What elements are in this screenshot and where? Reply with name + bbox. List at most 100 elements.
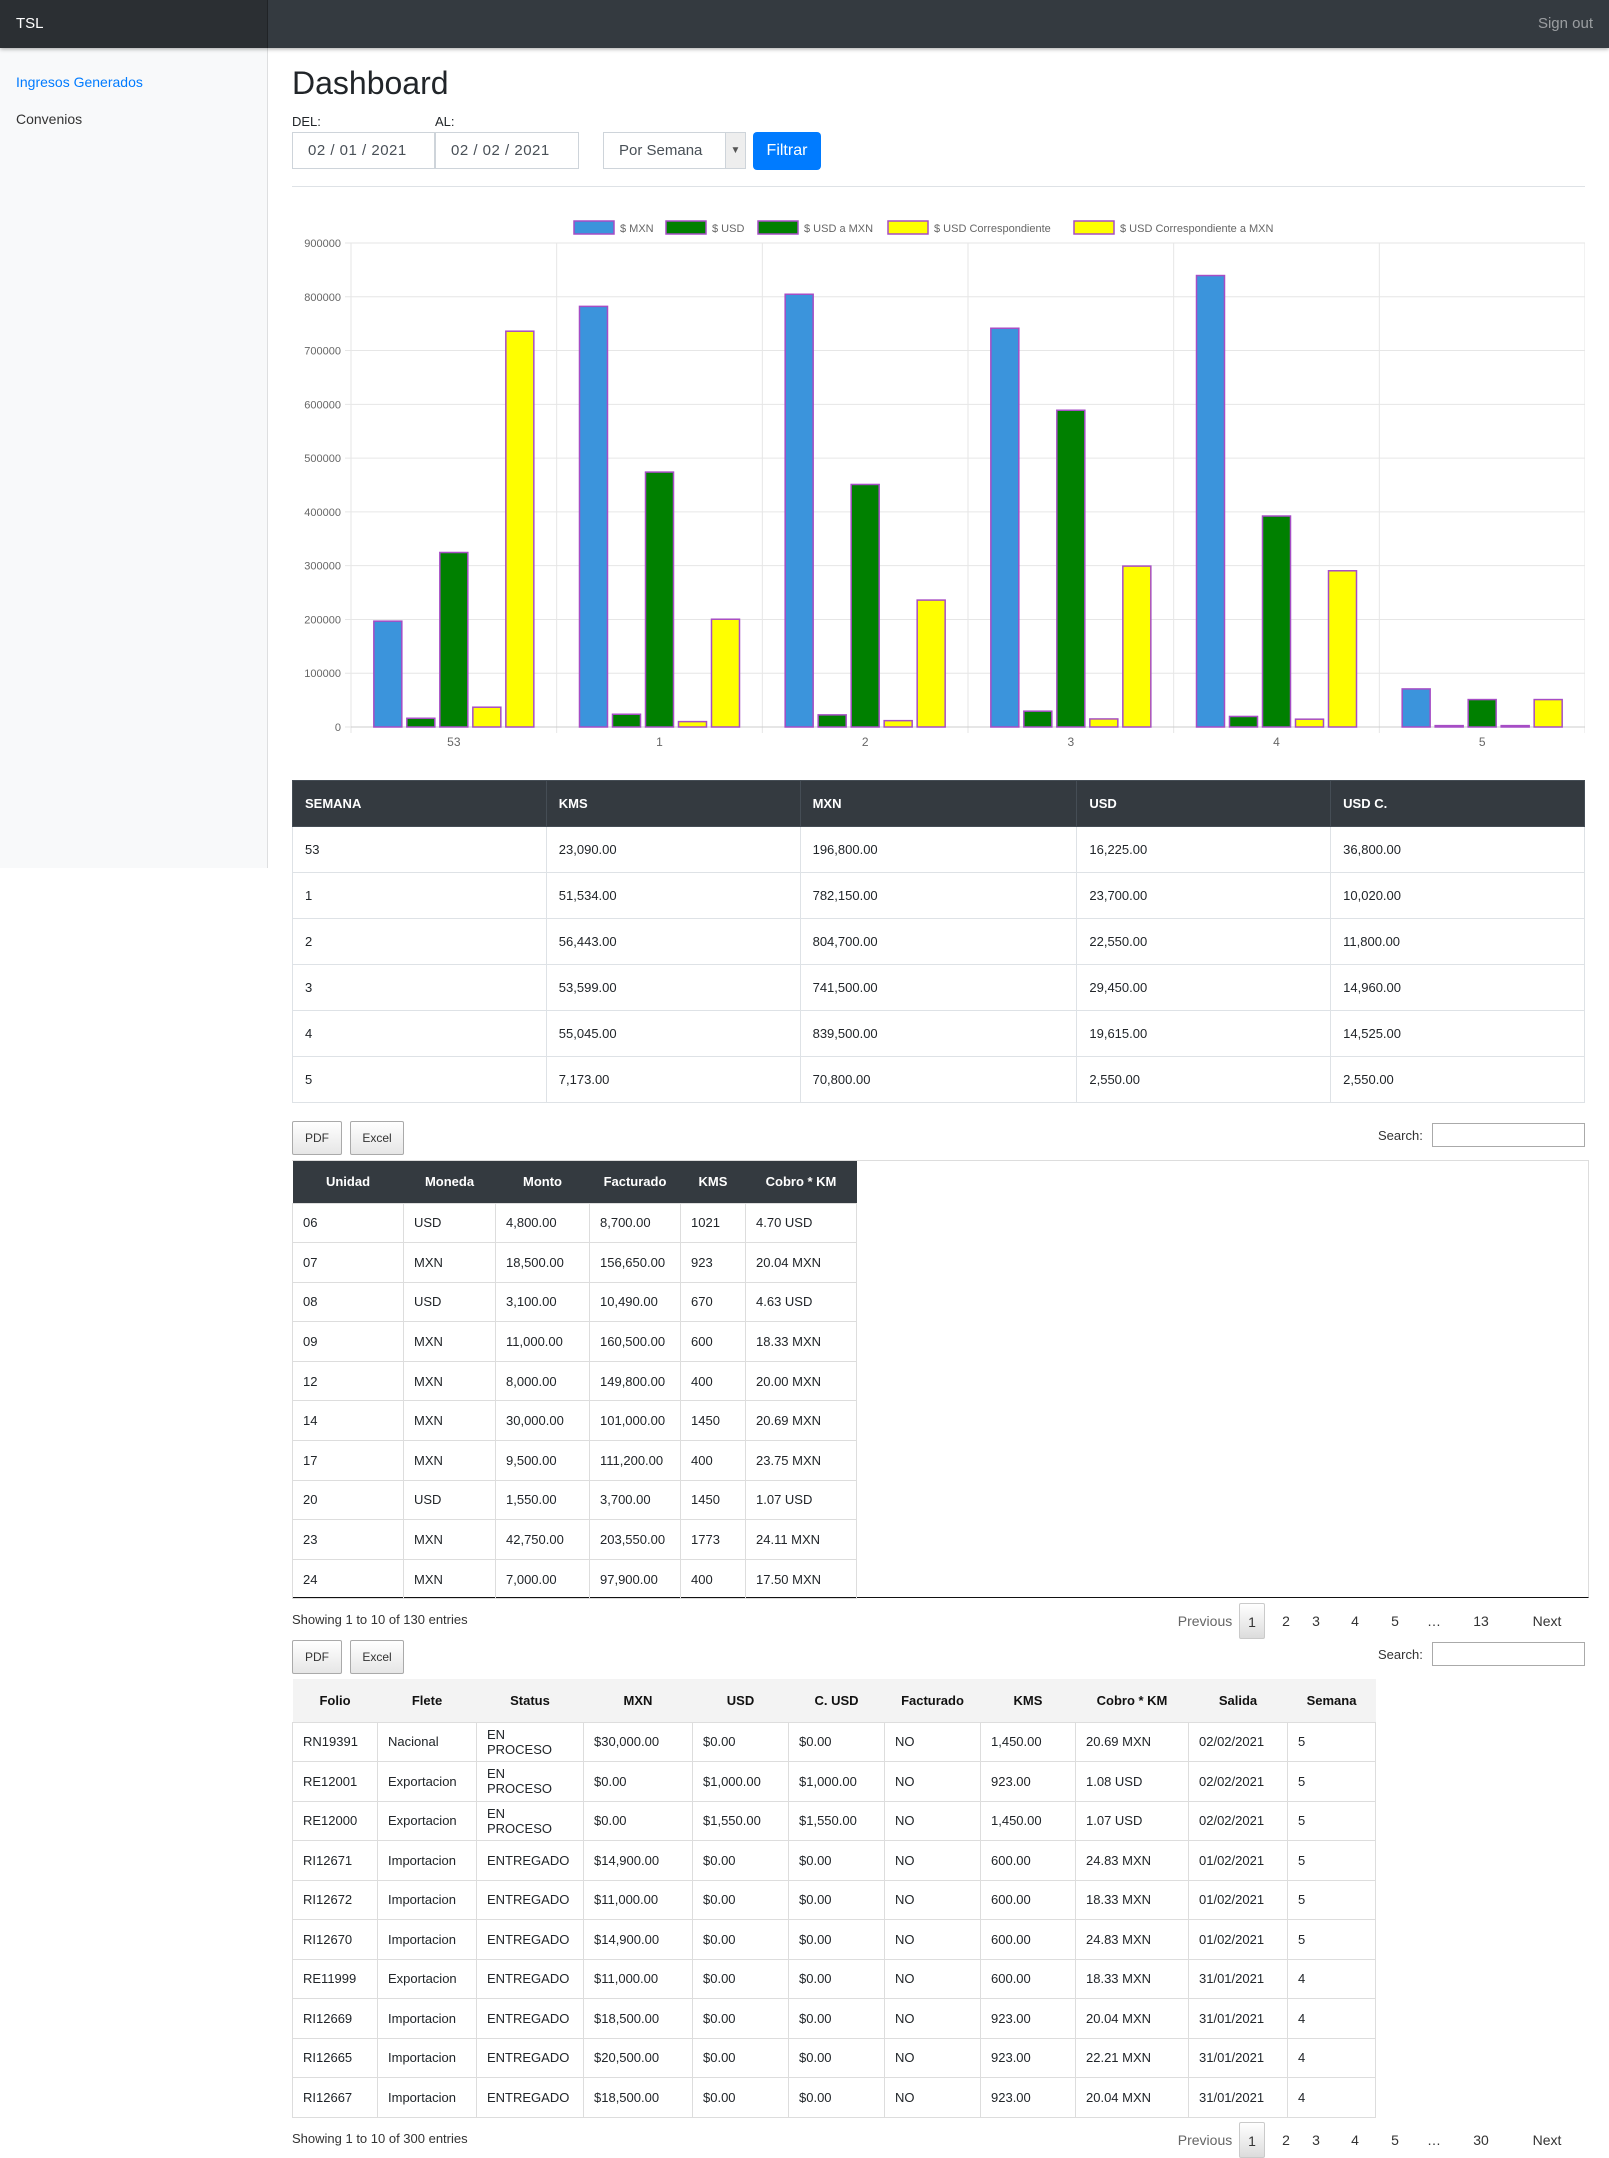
bar[interactable] <box>472 706 502 728</box>
pagination-previous[interactable]: Previous <box>1177 2132 1233 2148</box>
bar[interactable] <box>1122 565 1152 728</box>
pagination-page[interactable]: 4 <box>1351 1613 1359 1629</box>
table-cell: Importacion <box>377 1919 477 1960</box>
pagination-page[interactable]: 5 <box>1391 1613 1399 1629</box>
pagination-page[interactable]: 5 <box>1391 2132 1399 2148</box>
header-flete[interactable]: Flete <box>377 1679 477 1722</box>
header-moneda[interactable]: Moneda <box>403 1161 496 1203</box>
table-cell: 2,550.00 <box>1076 1056 1332 1103</box>
bar[interactable] <box>1056 409 1086 728</box>
table-cell: 10,020.00 <box>1330 872 1585 919</box>
bar[interactable] <box>439 551 469 728</box>
header-mxn[interactable]: MXN <box>583 1679 693 1722</box>
pagination-page[interactable]: 3 <box>1312 1613 1320 1629</box>
header-mxn[interactable]: MXN <box>799 780 1078 827</box>
pagination-page[interactable]: 13 <box>1473 1613 1489 1629</box>
folios-pagination: Previous 1 2 3 4 5 … 30 Next <box>1160 2122 1590 2158</box>
pdf-export-button[interactable]: PDF <box>292 1640 342 1674</box>
bar[interactable] <box>1327 570 1358 728</box>
bar[interactable] <box>505 330 535 728</box>
pagination-page[interactable]: … <box>1427 2132 1441 2148</box>
pagination-page[interactable]: 2 <box>1282 2132 1290 2148</box>
legend-label[interactable]: $ USD <box>712 223 744 235</box>
pagination-page[interactable]: 30 <box>1473 2132 1489 2148</box>
legend-swatch[interactable] <box>1073 220 1115 235</box>
pagination-next[interactable]: Next <box>1532 2132 1562 2148</box>
bar[interactable] <box>1089 718 1119 728</box>
bar[interactable] <box>406 717 436 728</box>
search-input[interactable] <box>1432 1642 1585 1666</box>
bar[interactable] <box>850 483 880 728</box>
legend-swatch[interactable] <box>887 220 929 235</box>
bar[interactable] <box>677 720 708 728</box>
table-cell: 53 <box>292 826 547 873</box>
header-usd-c[interactable]: USD C. <box>1330 780 1585 827</box>
pdf-export-button[interactable]: PDF <box>292 1121 342 1155</box>
bar[interactable] <box>1434 724 1464 728</box>
pagination-page[interactable]: 1 <box>1239 2122 1265 2158</box>
bar[interactable] <box>1228 715 1259 728</box>
header-folio[interactable]: Folio <box>292 1679 378 1722</box>
header-usd[interactable]: USD <box>1076 780 1332 827</box>
bar[interactable] <box>784 293 814 728</box>
bar[interactable] <box>1294 718 1325 728</box>
excel-export-button[interactable]: Excel <box>350 1640 404 1674</box>
legend-label[interactable]: $ USD Correspondiente <box>934 223 1051 235</box>
bar[interactable] <box>1533 698 1563 728</box>
pagination-previous[interactable]: Previous <box>1177 1613 1233 1629</box>
header-cobro-km[interactable]: Cobro * KM <box>1075 1679 1189 1722</box>
filter-button[interactable]: Filtrar <box>753 132 821 170</box>
header-salida[interactable]: Salida <box>1188 1679 1288 1722</box>
sign-out-link[interactable]: Sign out <box>1537 15 1593 32</box>
bar[interactable] <box>1195 274 1226 728</box>
sidebar-item-convenios[interactable]: Convenios <box>16 111 83 127</box>
bar[interactable] <box>1467 698 1497 728</box>
pagination-page[interactable]: 1 <box>1239 1603 1265 1639</box>
header-kms[interactable]: KMS <box>680 1161 746 1203</box>
excel-export-button[interactable]: Excel <box>350 1121 404 1155</box>
bar[interactable] <box>990 327 1020 728</box>
header-c-usd[interactable]: C. USD <box>788 1679 885 1722</box>
header-facturado[interactable]: Facturado <box>589 1161 681 1203</box>
bar[interactable] <box>644 471 675 728</box>
legend-swatch[interactable] <box>665 220 707 235</box>
period-select[interactable]: Por Semana ▼ <box>603 132 746 169</box>
date-to-input[interactable]: 02 / 02 / 2021 <box>435 132 579 169</box>
legend-label[interactable]: $ MXN <box>620 223 654 235</box>
bar[interactable] <box>373 620 403 728</box>
header-status[interactable]: Status <box>476 1679 584 1722</box>
header-kms[interactable]: KMS <box>980 1679 1076 1722</box>
pagination-page[interactable]: 3 <box>1312 2132 1320 2148</box>
header-kms[interactable]: KMS <box>545 780 801 827</box>
bar[interactable] <box>883 719 913 728</box>
legend-swatch[interactable] <box>573 220 615 235</box>
legend-label[interactable]: $ USD Correspondiente a MXN <box>1120 223 1274 235</box>
bar[interactable] <box>578 305 609 728</box>
bar[interactable] <box>710 618 741 728</box>
table-cell: 923 <box>680 1242 746 1283</box>
bar[interactable] <box>1401 688 1431 728</box>
bar[interactable] <box>1261 515 1292 728</box>
pagination-page[interactable]: 2 <box>1282 1613 1290 1629</box>
header-semana[interactable]: SEMANA <box>292 780 547 827</box>
header-cobro-km[interactable]: Cobro * KM <box>745 1161 857 1203</box>
bar[interactable] <box>1023 710 1053 728</box>
header-monto[interactable]: Monto <box>495 1161 590 1203</box>
header-facturado[interactable]: Facturado <box>884 1679 981 1722</box>
bar[interactable] <box>916 599 946 728</box>
legend-swatch[interactable] <box>757 220 799 235</box>
search-input[interactable] <box>1432 1123 1585 1147</box>
date-from-input[interactable]: 02 / 01 / 2021 <box>292 132 435 169</box>
header-semana[interactable]: Semana <box>1287 1679 1376 1722</box>
header-usd[interactable]: USD <box>692 1679 789 1722</box>
brand-logo[interactable]: TSL <box>0 0 268 48</box>
bar[interactable] <box>611 713 642 728</box>
bar[interactable] <box>817 714 847 728</box>
pagination-page[interactable]: 4 <box>1351 2132 1359 2148</box>
legend-label[interactable]: $ USD a MXN <box>804 223 873 235</box>
pagination-next[interactable]: Next <box>1532 1613 1562 1629</box>
header-unidad[interactable]: Unidad <box>292 1161 404 1203</box>
pagination-page[interactable]: … <box>1427 1613 1441 1629</box>
bar[interactable] <box>1500 724 1530 728</box>
sidebar-item-ingresos-generados[interactable]: Ingresos Generados <box>16 74 143 90</box>
